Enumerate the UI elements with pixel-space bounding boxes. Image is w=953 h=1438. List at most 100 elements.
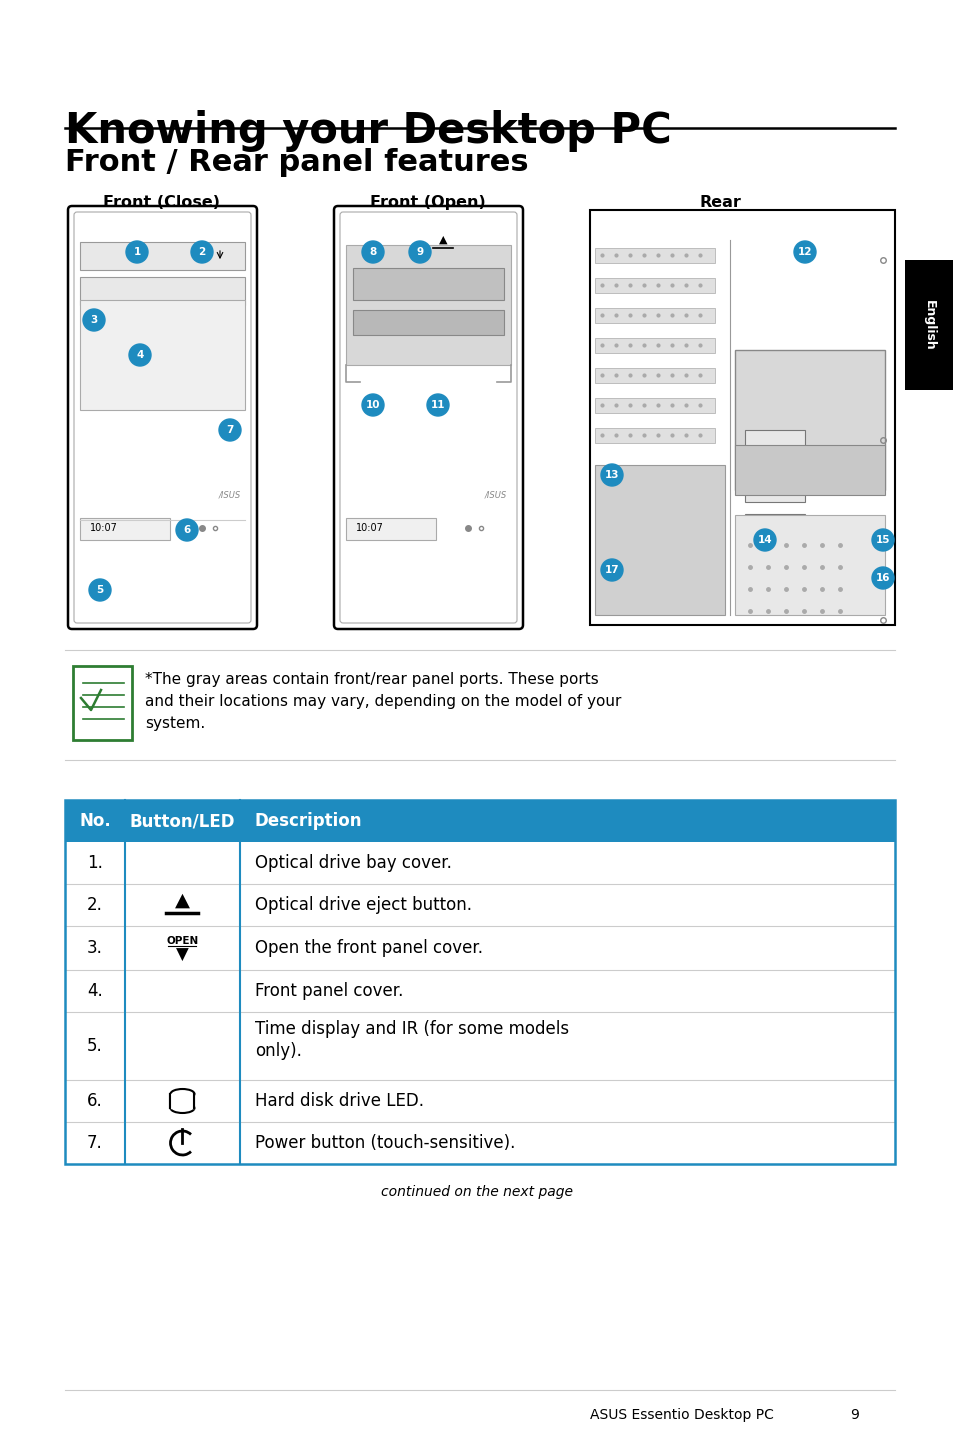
Bar <box>80 242 245 270</box>
Bar <box>65 800 894 1163</box>
Text: 3.: 3. <box>87 939 103 958</box>
Circle shape <box>753 529 775 551</box>
Text: 14: 14 <box>757 535 772 545</box>
Bar <box>734 349 884 490</box>
Text: ▲: ▲ <box>438 234 447 244</box>
Text: 16: 16 <box>875 572 889 582</box>
FancyBboxPatch shape <box>68 206 256 628</box>
Circle shape <box>871 529 893 551</box>
Text: Rear: Rear <box>699 196 740 210</box>
Text: Time display and IR (for some models: Time display and IR (for some models <box>254 1020 569 1038</box>
Text: 9: 9 <box>849 1408 858 1422</box>
Bar <box>80 278 245 305</box>
Bar <box>80 301 245 410</box>
Bar <box>353 311 503 335</box>
Circle shape <box>129 344 151 367</box>
Text: 6: 6 <box>183 525 191 535</box>
Bar <box>595 308 714 324</box>
FancyBboxPatch shape <box>339 211 517 623</box>
Circle shape <box>89 580 111 601</box>
Bar <box>346 244 511 365</box>
Bar <box>734 444 884 495</box>
Text: Knowing your Desktop PC: Knowing your Desktop PC <box>65 109 671 152</box>
Text: only).: only). <box>254 1043 301 1060</box>
Bar <box>65 1122 894 1163</box>
Bar <box>595 398 714 413</box>
Text: 10:07: 10:07 <box>355 523 383 533</box>
Bar <box>346 518 436 541</box>
Bar <box>65 843 894 884</box>
Text: Front panel cover.: Front panel cover. <box>254 982 403 999</box>
Circle shape <box>871 567 893 590</box>
Text: Button/LED: Button/LED <box>130 812 235 830</box>
Bar <box>595 278 714 293</box>
Text: /ISUS: /ISUS <box>218 490 241 499</box>
Bar <box>65 1012 894 1080</box>
Bar <box>589 210 894 626</box>
Text: Front / Rear panel features: Front / Rear panel features <box>65 148 528 177</box>
Circle shape <box>126 242 148 263</box>
Text: 10: 10 <box>365 400 380 410</box>
Text: 4: 4 <box>136 349 144 360</box>
Circle shape <box>219 418 241 441</box>
Text: 11: 11 <box>431 400 445 410</box>
Text: 5: 5 <box>96 585 104 595</box>
Text: 1.: 1. <box>87 854 103 871</box>
Text: ASUS Essentio Desktop PC: ASUS Essentio Desktop PC <box>589 1408 773 1422</box>
Text: Optical drive bay cover.: Optical drive bay cover. <box>254 854 452 871</box>
Bar <box>65 926 894 971</box>
Text: 15: 15 <box>875 535 889 545</box>
Text: Open the front panel cover.: Open the front panel cover. <box>254 939 482 958</box>
Text: Description: Description <box>254 812 362 830</box>
Text: /ISUS: /ISUS <box>484 490 506 499</box>
Bar <box>65 884 894 926</box>
Ellipse shape <box>171 1089 194 1099</box>
Text: 4.: 4. <box>87 982 103 999</box>
Bar <box>65 800 894 843</box>
Circle shape <box>191 242 213 263</box>
Text: Front (Close): Front (Close) <box>103 196 220 210</box>
Text: Front (Open): Front (Open) <box>370 196 485 210</box>
Circle shape <box>83 309 105 331</box>
Bar <box>65 971 894 1012</box>
Circle shape <box>361 242 384 263</box>
Bar <box>353 267 503 301</box>
Text: 17: 17 <box>604 565 618 575</box>
Bar <box>595 368 714 383</box>
Bar <box>744 430 804 460</box>
Text: No.: No. <box>79 812 111 830</box>
Bar <box>595 338 714 352</box>
FancyBboxPatch shape <box>73 666 132 741</box>
Bar <box>595 247 714 263</box>
Bar <box>595 464 724 615</box>
Text: *The gray areas contain front/rear panel ports. These ports
and their locations : *The gray areas contain front/rear panel… <box>145 672 620 732</box>
Text: English: English <box>922 299 935 351</box>
FancyBboxPatch shape <box>334 206 522 628</box>
Text: Optical drive eject button.: Optical drive eject button. <box>254 896 472 915</box>
Text: 12: 12 <box>797 247 811 257</box>
FancyBboxPatch shape <box>74 211 251 623</box>
Text: ▼: ▼ <box>176 946 189 963</box>
Circle shape <box>600 464 622 486</box>
Text: 13: 13 <box>604 470 618 480</box>
Text: 5.: 5. <box>87 1037 103 1055</box>
Bar <box>595 429 714 443</box>
Text: 6.: 6. <box>87 1091 103 1110</box>
Bar <box>744 472 804 502</box>
Text: 7.: 7. <box>87 1135 103 1152</box>
Circle shape <box>409 242 431 263</box>
Ellipse shape <box>171 1103 194 1113</box>
Text: Hard disk drive LED.: Hard disk drive LED. <box>254 1091 423 1110</box>
Text: 2: 2 <box>198 247 206 257</box>
Circle shape <box>175 519 198 541</box>
Bar <box>904 260 953 390</box>
Bar <box>80 518 170 541</box>
Circle shape <box>600 559 622 581</box>
Bar <box>65 1080 894 1122</box>
Text: continued on the next page: continued on the next page <box>380 1185 573 1199</box>
Text: 2.: 2. <box>87 896 103 915</box>
Text: 7: 7 <box>226 426 233 436</box>
Bar <box>734 515 884 615</box>
Text: 3: 3 <box>91 315 97 325</box>
Circle shape <box>427 394 449 416</box>
